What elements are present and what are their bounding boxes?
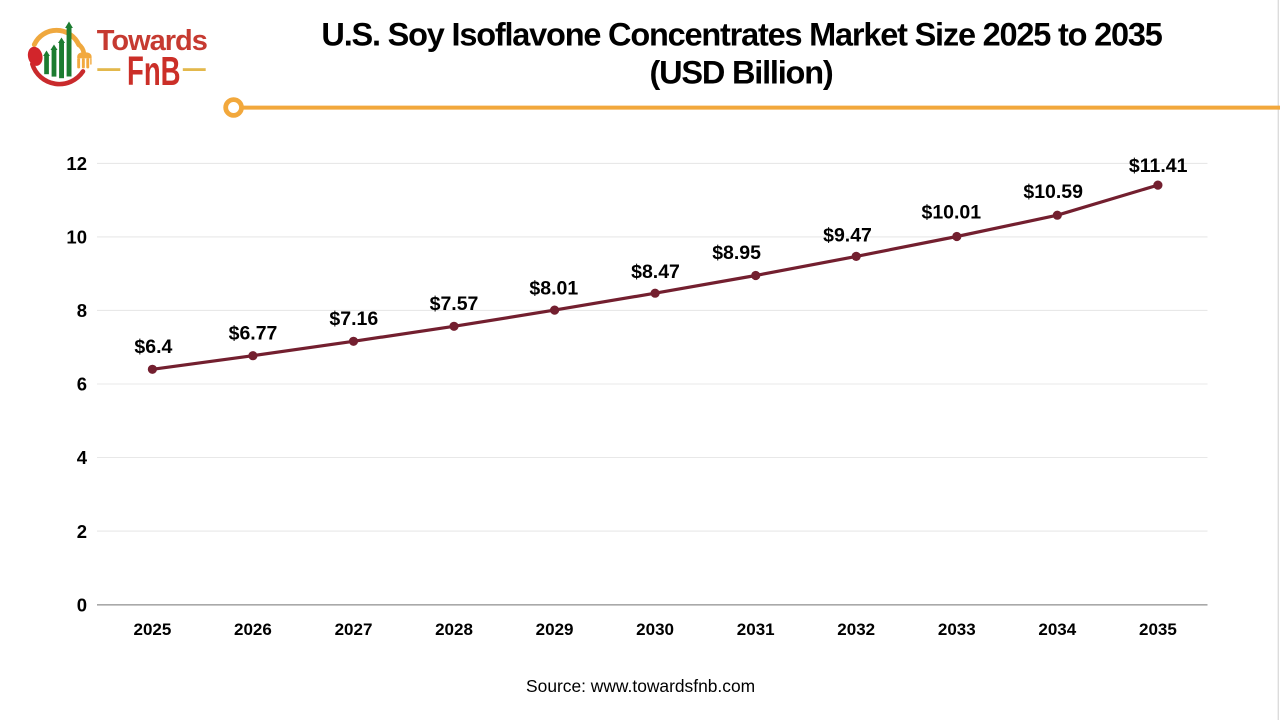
svg-text:$8.47: $8.47 — [631, 261, 680, 283]
svg-text:6: 6 — [77, 374, 87, 395]
svg-text:10: 10 — [66, 227, 87, 248]
svg-text:2030: 2030 — [636, 620, 674, 639]
svg-text:2026: 2026 — [234, 620, 272, 639]
svg-text:2035: 2035 — [1139, 620, 1177, 639]
svg-text:(USD Billion): (USD Billion) — [650, 55, 833, 91]
svg-text:2031: 2031 — [737, 620, 775, 639]
svg-text:2027: 2027 — [335, 620, 373, 639]
svg-text:$7.16: $7.16 — [329, 308, 378, 330]
svg-text:$7.57: $7.57 — [430, 293, 479, 315]
svg-text:2034: 2034 — [1038, 620, 1076, 639]
svg-text:$10.01: $10.01 — [921, 201, 981, 223]
svg-text:2028: 2028 — [435, 620, 473, 639]
svg-text:4: 4 — [77, 447, 88, 468]
svg-text:2033: 2033 — [938, 620, 976, 639]
svg-text:FnB: FnB — [127, 50, 181, 94]
svg-text:$11.41: $11.41 — [1129, 155, 1188, 177]
svg-text:$6.77: $6.77 — [229, 323, 278, 345]
svg-text:0: 0 — [77, 594, 87, 615]
svg-text:U.S. Soy Isoflavone Concentrat: U.S. Soy Isoflavone Concentrates Market … — [321, 17, 1162, 53]
svg-text:2025: 2025 — [133, 620, 171, 639]
svg-text:$9.47: $9.47 — [823, 225, 872, 247]
svg-text:$6.4: $6.4 — [134, 336, 172, 358]
svg-text:12: 12 — [66, 153, 87, 174]
svg-text:Source: www.towardsfnb.com: Source: www.towardsfnb.com — [526, 676, 755, 696]
svg-text:$8.01: $8.01 — [529, 278, 578, 300]
svg-text:2032: 2032 — [837, 620, 875, 639]
svg-text:2029: 2029 — [536, 620, 574, 639]
svg-text:8: 8 — [77, 300, 87, 321]
svg-text:$8.95: $8.95 — [712, 242, 761, 264]
svg-text:2: 2 — [77, 521, 87, 542]
svg-text:$10.59: $10.59 — [1023, 181, 1083, 203]
svg-text:Towards: Towards — [97, 25, 207, 57]
